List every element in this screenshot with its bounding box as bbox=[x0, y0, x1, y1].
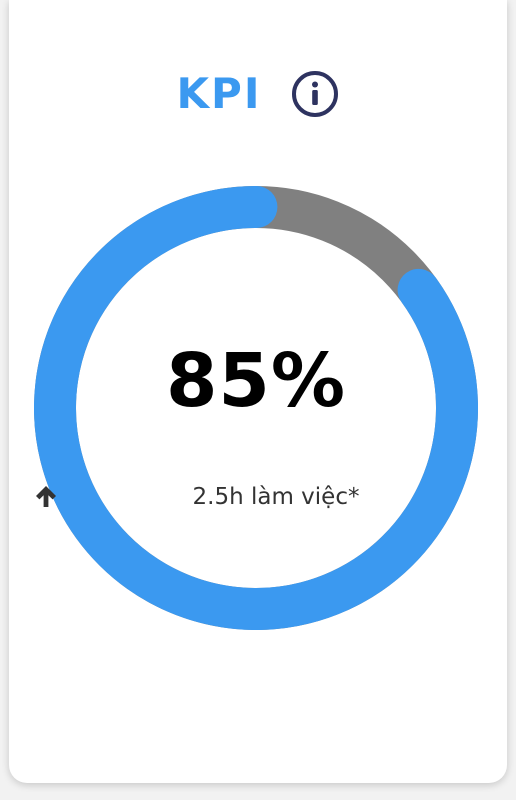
kpi-header: KPI bbox=[9, 62, 507, 126]
kpi-trend-text: 2.5h làm việc* bbox=[192, 483, 360, 510]
kpi-progress-ring: 85% 2.5h làm việc* bbox=[34, 186, 478, 630]
kpi-trend: 2.5h làm việc* bbox=[34, 484, 478, 510]
kpi-title: KPI bbox=[176, 69, 262, 118]
info-icon[interactable] bbox=[291, 70, 339, 118]
kpi-value: 85% bbox=[165, 338, 347, 424]
kpi-center: 85% 2.5h làm việc* bbox=[34, 186, 478, 630]
arrow-up-icon bbox=[36, 484, 179, 510]
kpi-card: KPI 85% 2.5h làm việc* bbox=[9, 0, 507, 783]
progress-ring-fill bbox=[34, 186, 478, 630]
